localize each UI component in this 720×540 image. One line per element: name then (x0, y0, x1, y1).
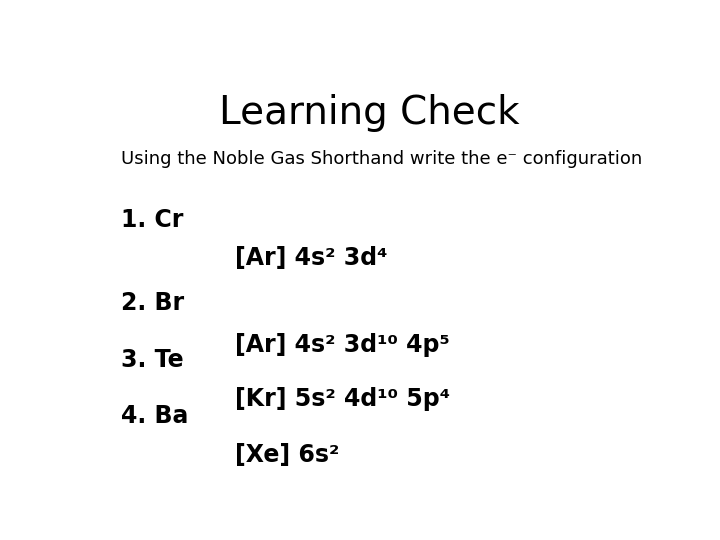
Text: 3. Te: 3. Te (121, 348, 184, 372)
Text: 4. Ba: 4. Ba (121, 404, 188, 428)
Text: [Ar] 4s² 3d¹⁰ 4p⁵: [Ar] 4s² 3d¹⁰ 4p⁵ (235, 333, 450, 357)
Text: 1. Cr: 1. Cr (121, 208, 183, 232)
Text: Using the Noble Gas Shorthand write the e⁻ configuration: Using the Noble Gas Shorthand write the … (121, 150, 642, 168)
Text: Learning Check: Learning Check (219, 94, 519, 132)
Text: [Xe] 6s²: [Xe] 6s² (235, 443, 339, 467)
Text: [Kr] 5s² 4d¹⁰ 5p⁴: [Kr] 5s² 4d¹⁰ 5p⁴ (235, 387, 450, 411)
Text: [Ar] 4s² 3d⁴: [Ar] 4s² 3d⁴ (235, 246, 387, 269)
Text: 2. Br: 2. Br (121, 292, 184, 315)
